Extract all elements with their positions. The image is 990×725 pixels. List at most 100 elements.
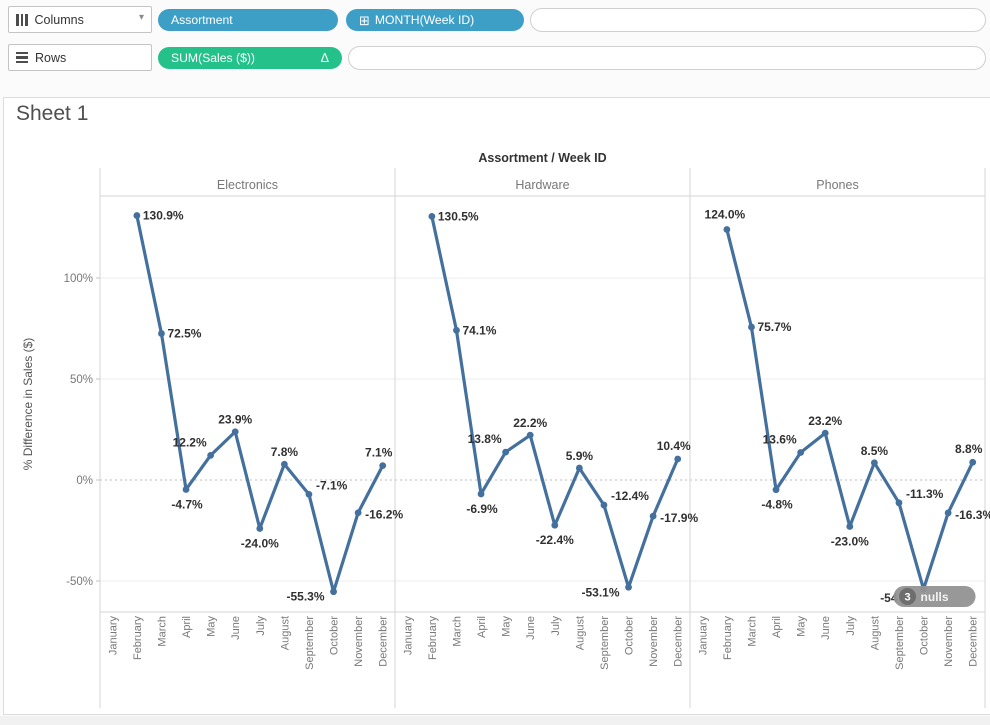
sheet-bottom-strip <box>0 716 990 725</box>
data-label: 13.8% <box>468 432 502 446</box>
data-label: -6.9% <box>466 502 498 516</box>
expand-plus-icon[interactable]: ⊞ <box>359 12 370 28</box>
pill-sum-sales[interactable]: SUM(Sales ($)) Δ <box>158 47 342 69</box>
month-label: June <box>230 616 242 640</box>
y-axis-label: -50% <box>66 576 93 588</box>
data-label: -4.8% <box>761 498 793 512</box>
month-label: April <box>476 616 488 638</box>
month-label: October <box>624 616 636 655</box>
month-label: November <box>943 616 955 667</box>
month-label: October <box>329 616 341 655</box>
columns-shelf-empty-area[interactable] <box>530 8 986 32</box>
month-label: January <box>697 616 709 656</box>
data-point[interactable] <box>723 226 731 233</box>
data-point[interactable] <box>207 451 215 459</box>
month-label: July <box>845 616 857 636</box>
pill-month-week-id-label: MONTH(Week ID) <box>374 13 475 27</box>
month-label: February <box>427 616 439 661</box>
data-point[interactable] <box>797 449 805 456</box>
pane-header[interactable]: Phones <box>816 178 858 192</box>
columns-icon <box>16 13 28 26</box>
data-label: -4.7% <box>171 497 203 511</box>
data-label: -11.3% <box>906 487 944 501</box>
data-point[interactable] <box>330 588 337 596</box>
month-label: November <box>648 616 660 667</box>
y-axis-label: 100% <box>64 273 93 285</box>
data-label: -55.3% <box>287 590 325 604</box>
data-point[interactable] <box>575 464 583 472</box>
data-point[interactable] <box>379 462 387 470</box>
month-label: May <box>501 616 513 637</box>
rows-shelf: Rows SUM(Sales ($)) Δ <box>0 44 990 73</box>
data-point[interactable] <box>772 486 780 494</box>
trend-line[interactable] <box>430 214 680 589</box>
data-point[interactable] <box>944 509 952 517</box>
data-point[interactable] <box>256 525 264 532</box>
month-label: March <box>746 616 758 647</box>
data-point[interactable] <box>305 490 313 498</box>
pill-assortment[interactable]: Assortment <box>158 9 338 31</box>
plot-border <box>99 195 986 613</box>
null-indicator-count: 3 <box>904 592 910 604</box>
data-label: 7.8% <box>271 445 299 459</box>
pane-header[interactable]: Electronics <box>217 178 278 192</box>
month-label: December <box>673 616 685 667</box>
data-label: -17.9% <box>660 511 698 525</box>
data-point[interactable] <box>748 323 755 331</box>
data-label: 130.9% <box>143 209 184 223</box>
month-label: June <box>525 616 537 640</box>
data-label: -16.3% <box>955 508 990 522</box>
month-label: July <box>550 616 562 636</box>
data-point[interactable] <box>133 212 141 219</box>
data-point[interactable] <box>821 429 829 437</box>
data-point[interactable] <box>969 458 977 466</box>
pane-header[interactable]: Hardware <box>515 178 569 192</box>
data-point[interactable] <box>354 509 362 517</box>
data-label: 72.5% <box>167 327 201 341</box>
data-point[interactable] <box>526 431 534 439</box>
data-label: 22.2% <box>513 416 547 430</box>
data-point[interactable] <box>158 330 165 337</box>
chevron-down-icon[interactable]: ▾ <box>138 12 144 23</box>
data-label: 130.5% <box>438 209 479 223</box>
data-point[interactable] <box>428 212 436 220</box>
columns-shelf-header[interactable]: Columns ▾ <box>8 6 152 33</box>
month-label: December <box>378 616 390 667</box>
month-label: February <box>722 616 734 661</box>
month-label: June <box>820 616 832 640</box>
month-label: November <box>353 616 365 667</box>
pill-month-week-id[interactable]: ⊞ MONTH(Week ID) <box>346 9 524 31</box>
month-label: April <box>771 616 783 638</box>
data-point[interactable] <box>551 521 559 529</box>
data-point[interactable] <box>895 499 903 507</box>
null-indicator-circle <box>899 588 917 605</box>
data-label: -24.0% <box>241 536 279 550</box>
data-point[interactable] <box>280 460 288 468</box>
trend-line[interactable] <box>135 213 385 594</box>
delta-icon[interactable]: Δ <box>320 51 329 65</box>
data-point[interactable] <box>600 501 608 509</box>
month-label: August <box>574 616 586 650</box>
y-axis-label: 0% <box>76 475 93 487</box>
data-point[interactable] <box>846 523 854 530</box>
data-point[interactable] <box>649 512 657 520</box>
data-point[interactable] <box>477 490 485 498</box>
data-point[interactable] <box>182 486 190 493</box>
data-point[interactable] <box>453 326 460 334</box>
data-point[interactable] <box>674 455 682 463</box>
month-label: March <box>156 616 168 647</box>
data-point[interactable] <box>625 583 632 591</box>
data-point[interactable] <box>502 448 510 456</box>
sheet-title: Sheet 1 <box>16 102 89 125</box>
data-label: 5.9% <box>566 449 594 463</box>
month-label: September <box>894 616 906 670</box>
rows-shelf-header[interactable]: Rows <box>8 44 152 71</box>
month-label: September <box>599 616 611 670</box>
data-point[interactable] <box>231 428 239 436</box>
data-point[interactable] <box>870 459 878 467</box>
y-axis-label: 50% <box>70 374 93 386</box>
data-label: -22.4% <box>536 533 574 547</box>
data-label: 12.2% <box>173 435 207 449</box>
data-label: 74.1% <box>462 323 496 337</box>
rows-shelf-empty-area[interactable] <box>348 46 986 70</box>
